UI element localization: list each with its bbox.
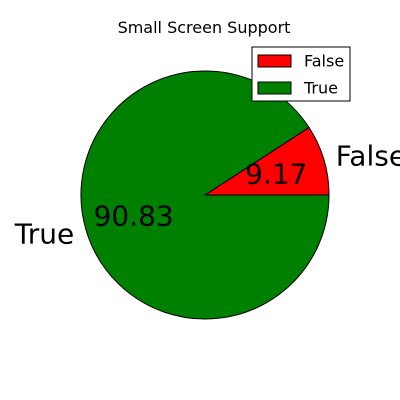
legend-swatch-true (257, 81, 292, 95)
pie-value-label-true: 90.83 (94, 200, 174, 233)
chart-title: Small Screen Support (118, 18, 291, 37)
legend: False True (251, 46, 351, 102)
pie-labels: 9.17 False 90.83 True (14, 140, 400, 251)
pie-category-label-true: True (14, 217, 74, 250)
pie-slices (80, 70, 330, 320)
pie-value-label-false: 9.17 (245, 157, 307, 190)
pie-slice-true (80, 70, 330, 320)
legend-label-true: True (303, 79, 338, 98)
legend-swatch-false (257, 54, 292, 68)
pie-category-label-false: False (336, 140, 400, 173)
legend-label-false: False (304, 52, 344, 71)
